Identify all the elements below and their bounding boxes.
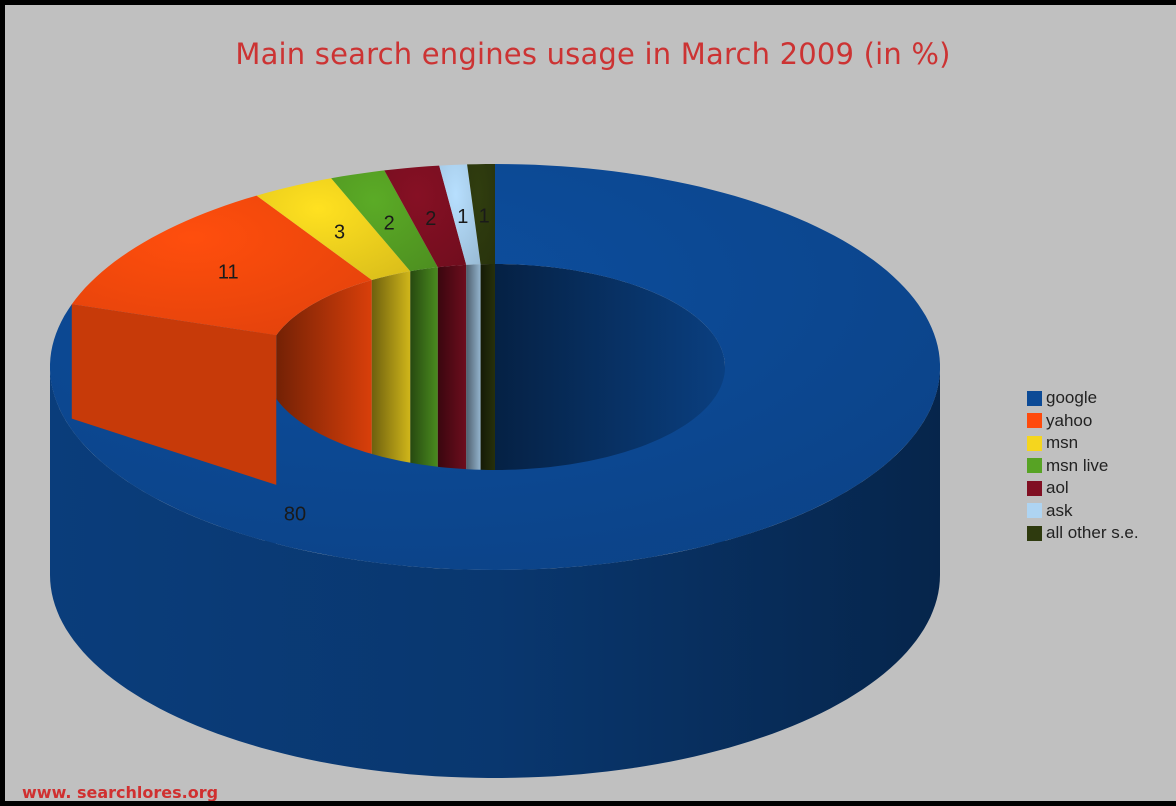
legend-swatch — [1027, 435, 1042, 451]
data-label-msn: 3 — [334, 222, 345, 244]
slice-aol — [384, 165, 467, 268]
legend-item-msn-live: msn live — [1027, 455, 1139, 478]
cut-face-yahoo — [71, 304, 277, 485]
inner-wall-aol — [437, 264, 467, 476]
legend-label: msn live — [1046, 455, 1109, 475]
legend-label: msn — [1046, 433, 1079, 453]
legend-swatch — [1027, 525, 1042, 541]
legend-item-aol: aol — [1027, 477, 1139, 500]
legend: google yahoo msn msn live aol ask all other s.… — [1027, 387, 1139, 545]
data-label-google: 80 — [284, 503, 306, 525]
legend-swatch — [1027, 503, 1042, 519]
legend-item-google: google — [1027, 387, 1139, 410]
legend-label: aol — [1046, 478, 1069, 498]
inner-wall-msn-live — [410, 267, 438, 480]
inner-wall-all-other-s-e — [480, 264, 495, 473]
inner-wall-ask — [466, 264, 481, 473]
slice-msn-live — [331, 170, 438, 272]
legend-swatch — [1027, 413, 1042, 429]
legend-swatch — [1027, 390, 1042, 406]
data-label-yahoo: 11 — [218, 261, 239, 283]
slice-yahoo — [71, 195, 372, 336]
inner-wall-msn — [371, 271, 411, 488]
legend-item-yahoo: yahoo — [1027, 410, 1139, 433]
legend-label: all other s.e. — [1046, 523, 1139, 543]
data-label-ask: 1 — [457, 206, 468, 228]
source-text: www. searchlores.org — [22, 783, 219, 802]
legend-label: ask — [1046, 500, 1073, 520]
slice-all-other-s-e — [467, 164, 495, 265]
legend-item-ask: ask — [1027, 500, 1139, 523]
slice-ask — [439, 164, 481, 265]
slice-msn — [256, 178, 411, 280]
chart-title: Main search engines usage in March 2009 … — [235, 37, 951, 71]
data-label-aol: 2 — [425, 208, 436, 230]
legend-swatch — [1027, 458, 1042, 474]
outer-wall-google — [50, 367, 940, 778]
legend-label: google — [1046, 388, 1098, 408]
data-label-all-other-s-e: 1 — [479, 205, 490, 227]
legend-item-all-other-s-e: all other s.e. — [1027, 522, 1139, 545]
data-label-msn-live: 2 — [384, 213, 395, 235]
legend-label: yahoo — [1046, 410, 1093, 430]
legend-swatch — [1027, 480, 1042, 496]
legend-item-msn: msn — [1027, 432, 1139, 455]
